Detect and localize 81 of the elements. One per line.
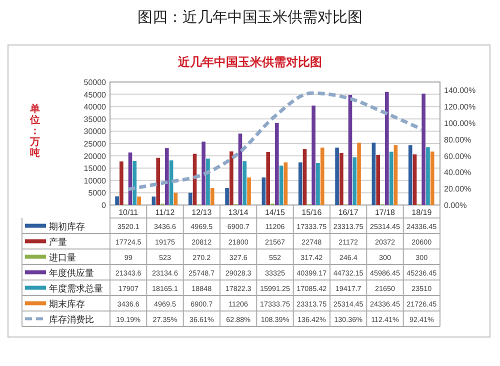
y2-tick-label: 100.00% [444,119,476,128]
bar [210,188,214,205]
legend-label: 库存消费比 [49,314,94,324]
y-tick-label: 20000 [84,152,107,161]
legend-label: 进口量 [49,252,76,262]
y2-tick-label: 0.00% [444,201,467,210]
x-tick-label: 16/17 [338,208,359,217]
bar [316,162,320,205]
y2-tick-label: 40.00% [444,168,472,178]
bar [302,149,307,205]
y2-tick-label: 140.00% [444,86,476,96]
x-tick-label: 17/18 [374,208,396,217]
bar [238,134,242,205]
bar [174,192,178,205]
bar [340,152,344,205]
x-tick-label: 11/12 [155,208,176,217]
bar [202,142,206,205]
legend-label: 产量 [49,236,67,247]
legend-label: 期初库存 [49,221,85,232]
chart-subtitle: 近几年中国玉米供需对比图 [177,55,322,69]
bar [389,152,394,205]
bar [132,160,137,205]
bar [115,196,119,205]
bar [408,145,412,205]
y-tick-label: 35000 [84,114,107,124]
y-tick-label: 25000 [84,140,107,148]
bar [156,158,160,205]
y-axis-title: 单位：万吨 [29,103,40,159]
bar [426,147,430,205]
bar [320,148,324,205]
legend-label: 年度需求总量 [49,283,103,294]
bar [279,166,284,205]
bar [247,177,251,205]
bar [225,188,229,205]
bar [120,161,124,205]
bar [266,152,270,205]
y2-tick-label: 120.00% [444,102,476,112]
bar [137,196,141,205]
bar [385,92,389,205]
x-tick-label: 10/11 [118,208,139,217]
chart-title: 图四：近几年中国玉米供需对比图 [138,8,362,26]
x-tick-label: 12/13 [192,208,212,217]
bar [335,148,339,205]
x-tick-label: 14/15 [264,208,286,217]
bar [188,192,192,205]
bar [357,142,361,205]
bar [284,162,288,205]
y-tick-label: 30000 [84,127,107,136]
bar [376,154,380,205]
bar [312,106,316,205]
bar [165,148,169,205]
y-tick-label: 45000 [84,90,107,100]
bar [152,196,156,205]
x-tick-label: 13/14 [228,208,249,217]
bar [242,161,247,205]
legend-label: 年度供应量 [49,268,94,278]
line-series [126,91,424,192]
y-tick-label: 15000 [84,164,107,174]
y-tick-label: 5000 [88,188,107,198]
y-tick-label: 10000 [84,176,107,186]
bar [275,123,279,205]
y-tick-label: 40000 [84,102,107,112]
y2-tick-label: 80.00% [444,135,472,144]
bar [230,151,234,205]
y-tick-label: 50000 [84,78,107,87]
legend-label: 期末库存 [49,298,85,309]
bar [348,94,352,205]
bar [352,157,357,205]
bar [422,94,426,205]
bar [430,152,434,205]
x-tick-label: 18/19 [412,208,432,217]
bar [262,177,266,205]
y2-tick-label: 20.00% [444,184,472,194]
y2-tick-label: 60.00% [444,152,472,161]
bar [298,162,302,205]
bar [372,142,376,205]
y-tick-label: 0 [102,201,107,210]
bar [206,158,210,205]
x-tick-label: 15/16 [302,208,322,217]
bar [412,154,417,205]
bar [394,145,398,205]
